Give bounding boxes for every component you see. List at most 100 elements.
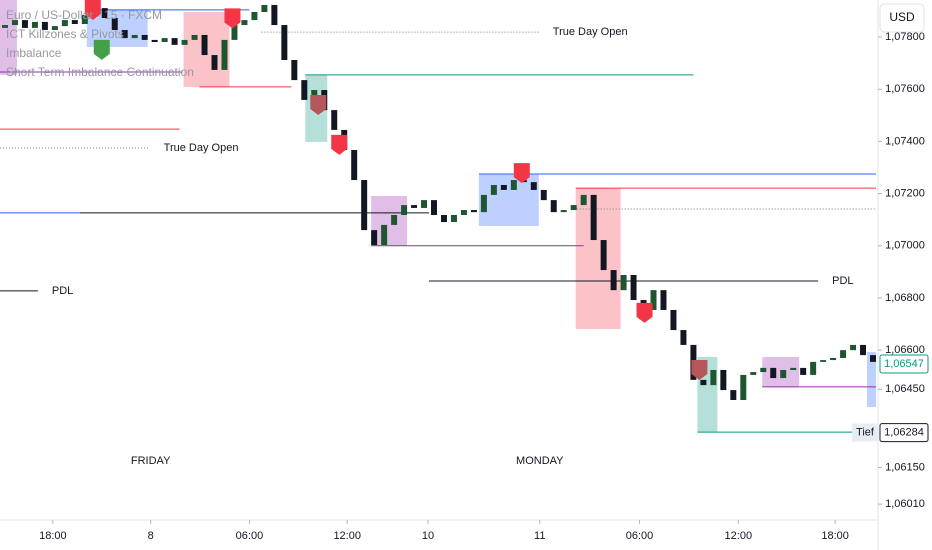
signal-marker [224,8,241,29]
candle [800,367,807,375]
signal-marker [84,0,101,20]
candle [191,34,198,40]
candle [590,194,597,241]
zone [867,351,877,408]
x-tick-label: 06:00 [626,530,654,542]
candle [610,270,617,291]
candle [61,20,68,27]
signal-marker [513,163,530,184]
y-tick-label: 1,07600 [885,83,925,95]
candle [870,355,877,362]
x-tick-label: 18:00 [39,530,67,542]
candle [850,344,857,351]
candle [111,18,118,31]
candle [171,38,178,45]
candle [500,184,507,190]
y-tick-label: 1,07200 [885,188,925,200]
candle [650,290,657,310]
price-tag-label: 1,06284 [884,427,924,439]
candle [241,20,248,26]
candle [181,39,188,45]
y-tick-label: 1,06800 [885,292,925,304]
candle [630,275,637,301]
signal-marker [331,134,348,155]
candle [810,361,817,375]
candle [221,39,228,70]
candle [1,25,8,28]
candle [71,20,78,25]
overlay: 1,07800 1,07600 1,07400 1,07200 1,07000 1,068… [39,31,929,542]
zone [575,188,621,330]
x-tick-label: 18:00 [821,530,849,542]
candle [790,367,797,370]
candle [121,30,128,39]
y-tick-label: 1,07400 [885,135,925,147]
candle [620,275,627,291]
candle [361,180,368,231]
candle [281,25,288,61]
candle [381,224,388,245]
plot-area: True Day Open True Day Open PDL PDL Euro / U… [0,0,877,467]
candle [431,200,438,215]
candle [530,182,537,190]
signal-marker [310,94,327,115]
level-label: PDL [52,285,73,297]
candle [440,214,447,223]
signal-marker [93,39,110,60]
level-label: True Day Open [164,142,239,154]
candle [271,4,278,26]
candle [371,230,378,245]
signal-marker [636,302,653,323]
x-tick-label: 8 [148,530,154,542]
candle [760,367,767,373]
candle [720,369,727,391]
y-tick-label: 1,07800 [885,31,925,43]
candle [580,194,587,206]
candle [251,12,258,21]
candle [680,330,687,345]
y-tick-label: 1,06150 [885,461,925,473]
candle [391,214,398,225]
candle [21,20,28,28]
candle [51,26,58,31]
x-tick-label: 12:00 [333,530,361,542]
candle [261,4,268,13]
legend-text: Imbalance [6,46,62,60]
candle [131,34,138,39]
currency-button[interactable] [879,3,925,33]
candle [351,150,358,181]
x-tick-label: 06:00 [236,530,264,542]
candle [291,60,298,81]
candle [820,360,827,362]
candle [151,39,158,43]
level-label: True Day Open [553,26,628,38]
candle [401,205,408,215]
price-tag [879,354,929,374]
candle [161,38,168,43]
candle [201,34,208,56]
legend-text: ICT Killzones & Pivots [6,27,124,41]
candle [490,184,497,195]
candle [470,210,477,213]
candle [670,309,677,331]
candle [450,214,457,223]
legend-text: Short Term Imbalance Continuation [6,65,194,79]
candle [331,110,338,130]
candle [141,34,148,40]
candle [101,8,108,19]
candle [550,200,557,213]
candle [740,374,747,400]
candle [231,25,238,40]
y-tick-label: 1,06450 [885,383,925,395]
candle [560,210,567,213]
level-label: PDL [832,275,853,287]
candle [540,189,547,201]
caption-box [852,423,878,442]
candle [301,80,308,100]
candle [600,240,607,271]
zone [0,0,17,75]
currency-label[interactable]: USD [889,10,915,24]
x-tick-label: 11 [534,530,545,542]
